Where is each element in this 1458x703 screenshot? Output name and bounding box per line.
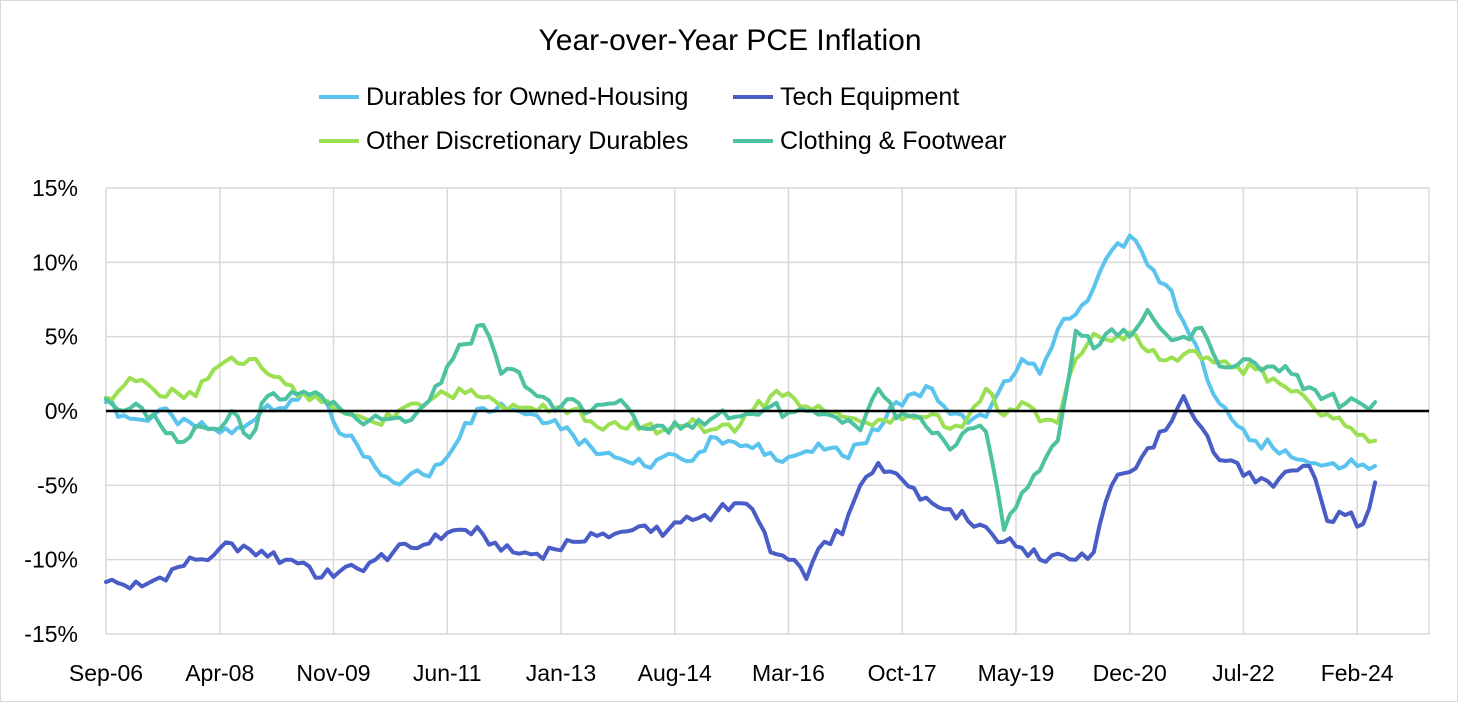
y-tick-label: 5%: [45, 324, 78, 350]
x-tick-label: Apr-08: [185, 660, 254, 686]
x-tick-label: Nov-09: [296, 660, 370, 686]
legend-label-durables-owned-housing: Durables for Owned-Housing: [366, 83, 688, 111]
legend-label-tech-equipment: Tech Equipment: [780, 83, 959, 111]
series-line-other-discretionary-durables: [104, 330, 1378, 444]
x-tick-label: Aug-14: [638, 660, 712, 686]
series-line-clothing-and-footwear: [104, 307, 1378, 532]
y-tick-label: 15%: [32, 175, 78, 201]
x-tick-label: Jul-22: [1212, 660, 1275, 686]
y-tick-label: 10%: [32, 249, 78, 275]
y-tick-label: -5%: [37, 472, 78, 498]
y-tick-label: -10%: [24, 547, 78, 573]
series-line-durables-for-owned-housing: [104, 233, 1378, 487]
y-axis-ticks: -15% -10% -5% 0% 5% 10% 15%: [24, 175, 78, 647]
legend-entry-clothing-footwear: Clothing & Footwear: [733, 127, 1007, 155]
legend-entry-durables-owned-housing: Durables for Owned-Housing: [319, 83, 688, 111]
legend-entry-other-discretionary-durables: Other Discretionary Durables: [319, 127, 688, 155]
legend-label-clothing-footwear: Clothing & Footwear: [780, 127, 1007, 155]
x-tick-label: May-19: [978, 660, 1055, 686]
legend-entry-tech-equipment: Tech Equipment: [733, 83, 959, 111]
x-tick-label: Sep-06: [69, 660, 143, 686]
y-tick-label: 0%: [45, 398, 78, 424]
x-tick-label: Oct-17: [868, 660, 937, 686]
x-axis-ticks: Sep-06 Apr-08 Nov-09 Jun-11 Jan-13 Aug-14 Mar-…: [69, 660, 1394, 686]
series-lines: [104, 233, 1378, 591]
x-tick-label: Jun-11: [413, 660, 482, 686]
legend-label-other-discretionary-durables: Other Discretionary Durables: [366, 127, 688, 155]
y-tick-label: -15%: [24, 621, 78, 647]
legend: Durables for Owned-Housing Tech Equipmen…: [319, 83, 1007, 155]
x-tick-label: Feb-24: [1321, 660, 1394, 686]
x-tick-label: Mar-16: [752, 660, 825, 686]
series-line-tech-equipment: [104, 394, 1378, 591]
chart-title: Year-over-Year PCE Inflation: [539, 24, 922, 57]
x-tick-label: Jan-13: [526, 660, 596, 686]
x-tick-label: Dec-20: [1093, 660, 1167, 686]
